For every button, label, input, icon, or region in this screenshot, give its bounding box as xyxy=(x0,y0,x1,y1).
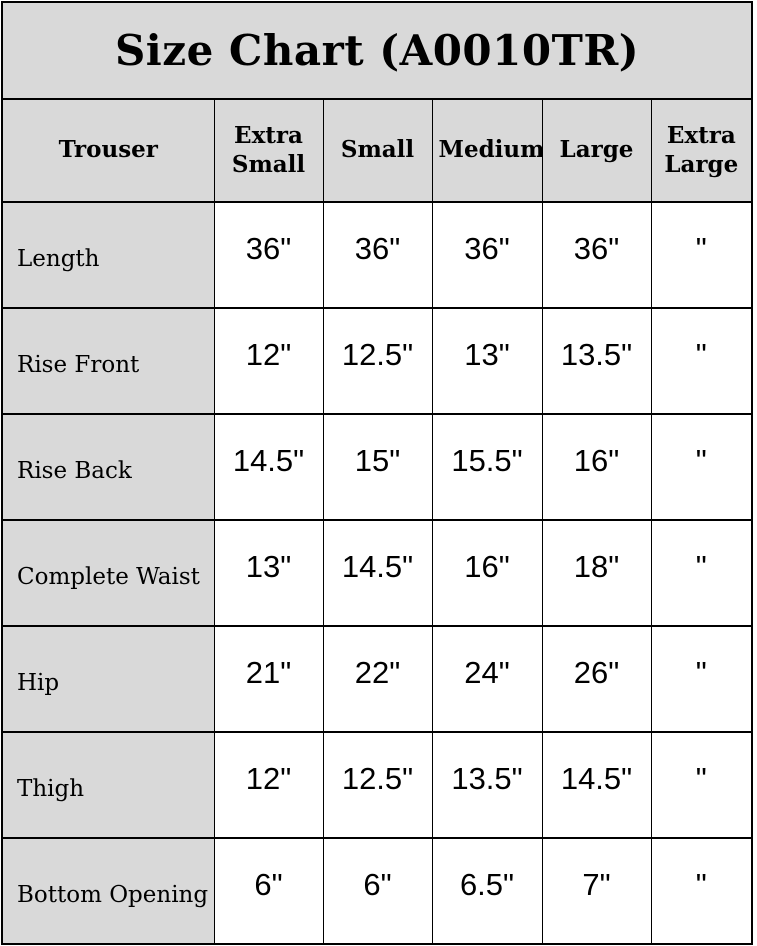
value-cell: 15.5" xyxy=(431,413,543,521)
table-row-bottom-opening: Bottom Opening 6" 6" 6.5" 7" " xyxy=(1,837,753,945)
table-row-rise-front: Rise Front 12" 12.5" 13" 13.5" " xyxy=(1,307,753,415)
value-cell: 6" xyxy=(213,837,324,945)
chart-title: Size Chart (A0010TR) xyxy=(1,1,753,100)
value-cell: 14.5" xyxy=(213,413,324,521)
table-row-thigh: Thigh 12" 12.5" 13.5" 14.5" " xyxy=(1,731,753,839)
value-cell: 36" xyxy=(541,201,652,309)
row-label-length: Length xyxy=(1,201,215,309)
table-row-rise-back: Rise Back 14.5" 15" 15.5" 16" " xyxy=(1,413,753,521)
value-cell: 36" xyxy=(213,201,324,309)
value-cell: 26" xyxy=(541,625,652,733)
row-label-rise-front: Rise Front xyxy=(1,307,215,415)
table-row-hip: Hip 21" 22" 24" 26" " xyxy=(1,625,753,733)
value-cell: 12" xyxy=(213,731,324,839)
value-cell: 22" xyxy=(322,625,433,733)
value-cell: 14.5" xyxy=(541,731,652,839)
corner-header-trouser: Trouser xyxy=(1,98,215,203)
value-cell: 13.5" xyxy=(541,307,652,415)
value-cell: 14.5" xyxy=(322,519,433,627)
value-cell: 13" xyxy=(213,519,324,627)
value-cell: " xyxy=(650,837,753,945)
column-header-small: Small xyxy=(322,98,433,203)
value-cell: " xyxy=(650,625,753,733)
column-header-row: Trouser Extra Small Small Medium Large E… xyxy=(1,98,753,203)
value-cell: 6.5" xyxy=(431,837,543,945)
value-cell: " xyxy=(650,201,753,309)
row-label-hip: Hip xyxy=(1,625,215,733)
value-cell: 15" xyxy=(322,413,433,521)
title-row: Size Chart (A0010TR) xyxy=(1,1,753,100)
value-cell: 6" xyxy=(322,837,433,945)
row-label-thigh: Thigh xyxy=(1,731,215,839)
value-cell: 12.5" xyxy=(322,307,433,415)
value-cell: 36" xyxy=(431,201,543,309)
value-cell: 24" xyxy=(431,625,543,733)
value-cell: " xyxy=(650,519,753,627)
value-cell: 12" xyxy=(213,307,324,415)
column-header-medium: Medium xyxy=(431,98,543,203)
value-cell: 16" xyxy=(541,413,652,521)
value-cell: 18" xyxy=(541,519,652,627)
value-cell: 7" xyxy=(541,837,652,945)
column-header-extra-small: Extra Small xyxy=(213,98,324,203)
value-cell: 36" xyxy=(322,201,433,309)
value-cell: " xyxy=(650,307,753,415)
row-label-complete-waist: Complete Waist xyxy=(1,519,215,627)
table-row-length: Length 36" 36" 36" 36" " xyxy=(1,201,753,309)
value-cell: 16" xyxy=(431,519,543,627)
row-label-bottom-opening: Bottom Opening xyxy=(1,837,215,945)
row-label-rise-back: Rise Back xyxy=(1,413,215,521)
value-cell: 21" xyxy=(213,625,324,733)
column-header-large: Large xyxy=(541,98,652,203)
table-row-complete-waist: Complete Waist 13" 14.5" 16" 18" " xyxy=(1,519,753,627)
value-cell: 12.5" xyxy=(322,731,433,839)
column-header-extra-large: Extra Large xyxy=(650,98,753,203)
value-cell: " xyxy=(650,413,753,521)
value-cell: " xyxy=(650,731,753,839)
value-cell: 13.5" xyxy=(431,731,543,839)
value-cell: 13" xyxy=(431,307,543,415)
